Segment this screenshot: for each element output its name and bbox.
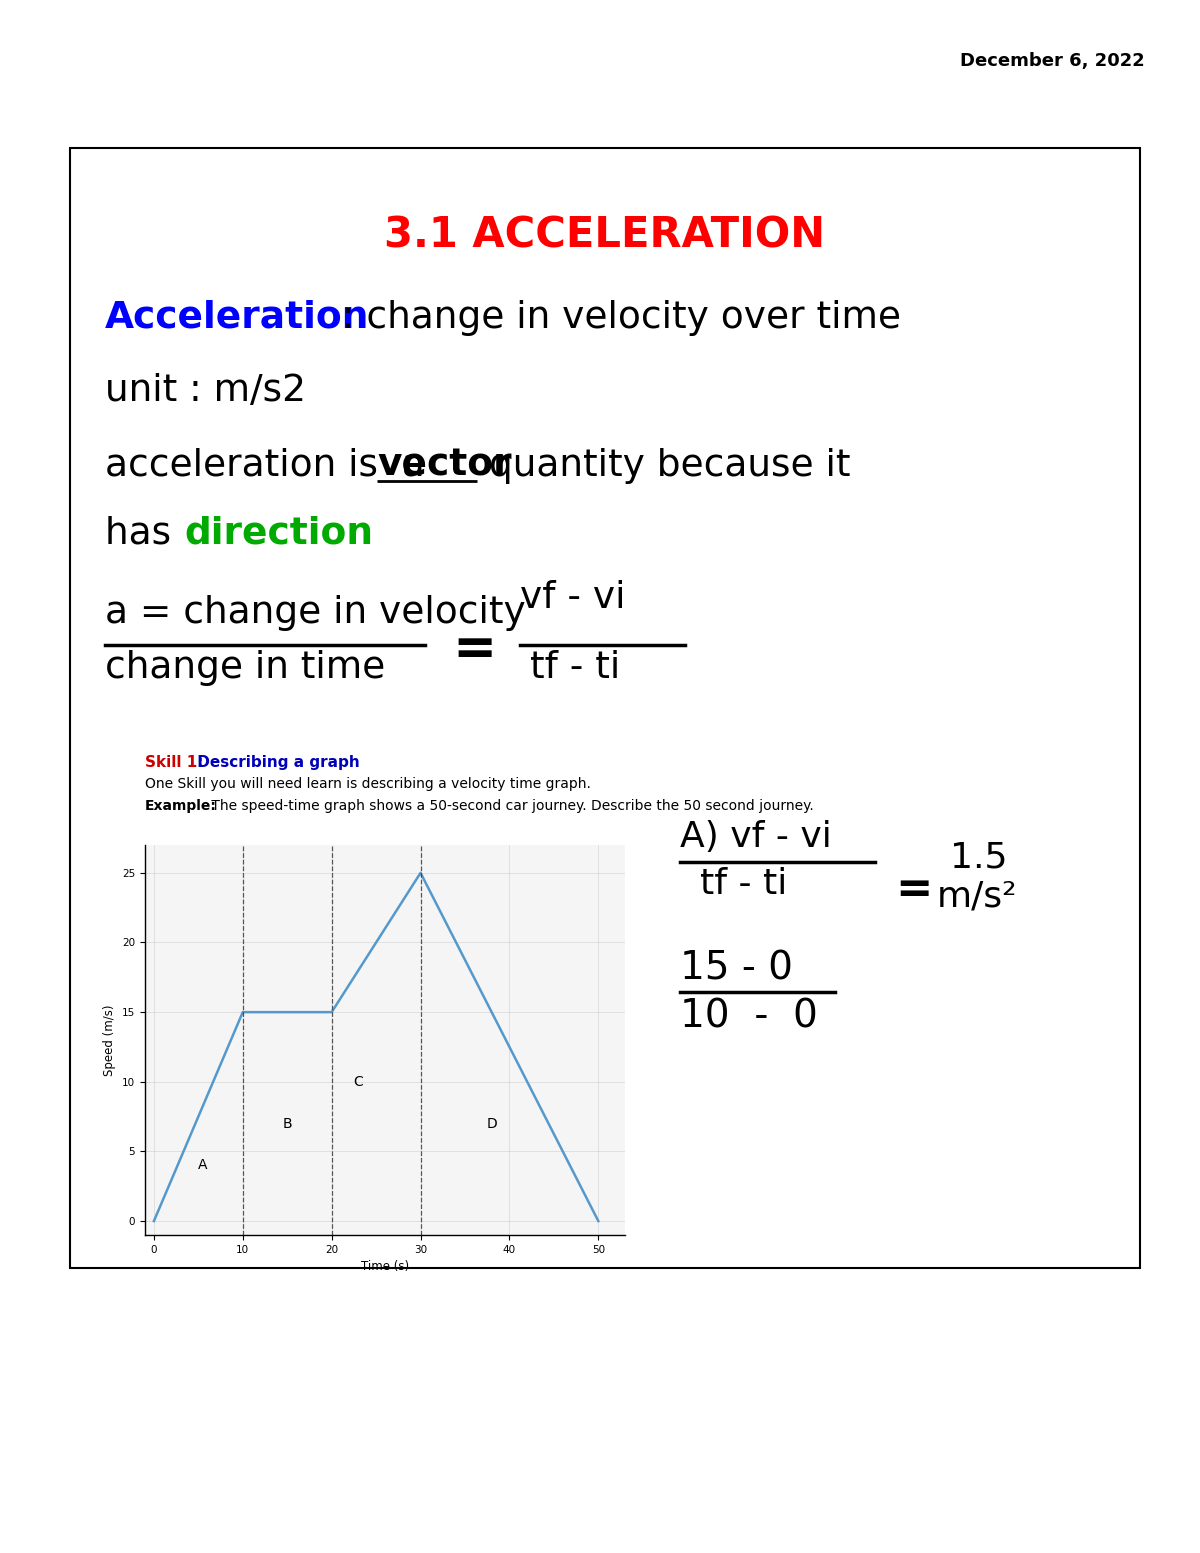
Text: Acceleration: Acceleration (106, 300, 370, 335)
Text: Example:: Example: (145, 798, 217, 814)
Text: 10  -  0: 10 - 0 (680, 997, 818, 1034)
Text: B: B (282, 1117, 292, 1131)
Text: change in time: change in time (106, 651, 385, 686)
Text: unit : m/s2: unit : m/s2 (106, 373, 306, 408)
Text: December 6, 2022: December 6, 2022 (960, 51, 1145, 70)
Y-axis label: Speed (m/s): Speed (m/s) (103, 1005, 116, 1076)
Text: Describing a graph: Describing a graph (192, 755, 360, 770)
Text: a = change in velocity: a = change in velocity (106, 595, 526, 631)
Bar (70, 148, 1140, 1267)
Text: : change in velocity over time: : change in velocity over time (330, 300, 901, 335)
Text: A) vf - vi: A) vf - vi (680, 820, 832, 854)
Text: quantity because it: quantity because it (478, 447, 851, 485)
Text: D: D (486, 1117, 497, 1131)
Text: 1.5: 1.5 (950, 840, 1008, 874)
Text: direction: direction (184, 516, 373, 551)
Text: tf - ti: tf - ti (700, 867, 787, 901)
Text: has: has (106, 516, 194, 551)
Text: vf - vi: vf - vi (520, 579, 625, 617)
Text: The speed-time graph shows a 50-second car journey. Describe the 50 second journ: The speed-time graph shows a 50-second c… (208, 798, 814, 814)
Text: m/s²: m/s² (937, 881, 1018, 915)
Text: =: = (452, 624, 497, 676)
Text: C: C (354, 1075, 364, 1089)
Text: 3.1 ACCELERATION: 3.1 ACCELERATION (384, 214, 826, 256)
Text: vector: vector (377, 447, 511, 485)
Text: Skill 1:: Skill 1: (145, 755, 204, 770)
Text: One Skill you will need learn is describing a velocity time graph.: One Skill you will need learn is describ… (145, 776, 590, 790)
Text: acceleration is  a: acceleration is a (106, 447, 437, 485)
Text: tf - ti: tf - ti (530, 651, 620, 686)
Text: 15 - 0: 15 - 0 (680, 950, 793, 988)
Text: =: = (895, 868, 932, 912)
Text: A: A (198, 1159, 208, 1173)
X-axis label: Time (s): Time (s) (361, 1261, 409, 1273)
